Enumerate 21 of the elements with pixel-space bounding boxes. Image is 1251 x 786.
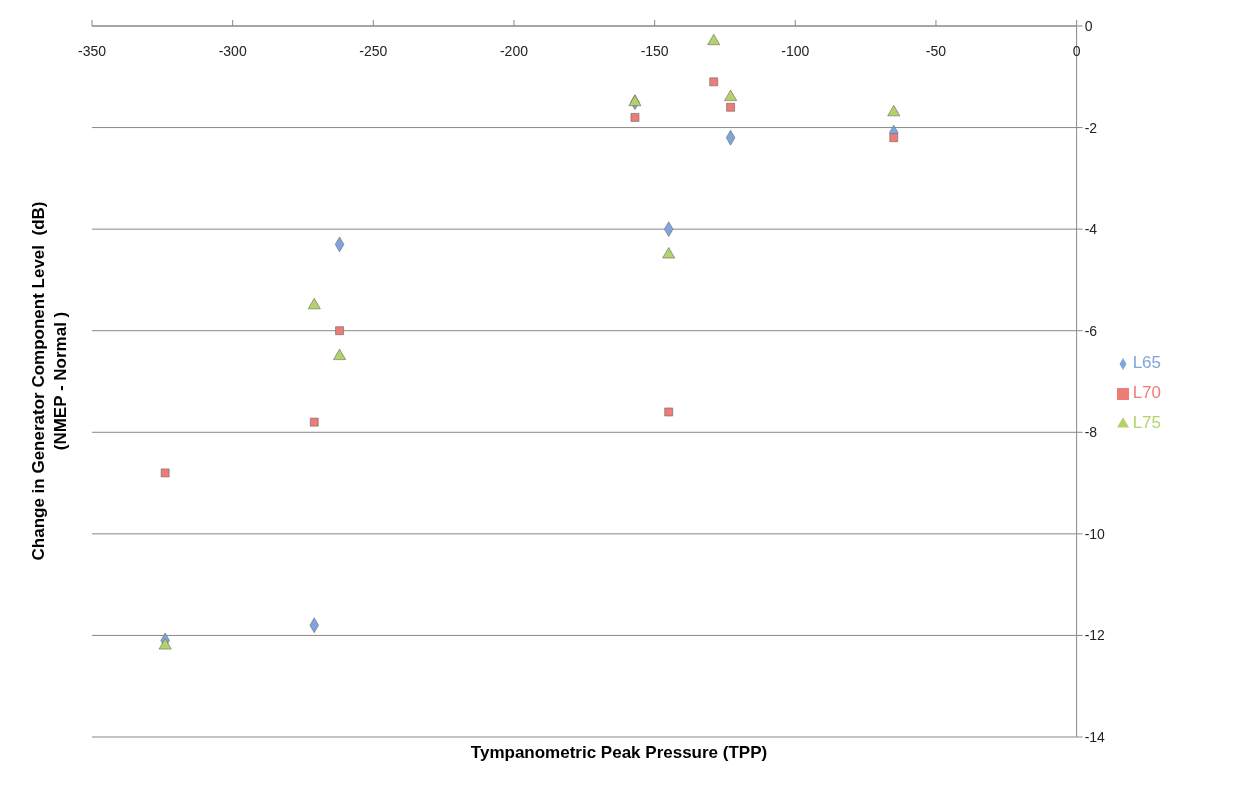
x-tick-label: -100 [781,43,810,59]
y-axis-title: Change in Generator Component Level (dB) (NMEP - Normal ) [28,200,71,563]
y-tick-label: -12 [1084,627,1106,644]
x-tick-label: -200 [499,43,529,59]
x-tick-label: -250 [359,43,388,59]
legend-label: L65 [1132,353,1161,372]
x-tick-label: -50 [925,43,947,59]
legend-label: L75 [1132,413,1161,432]
legend-label: L70 [1132,383,1161,402]
x-tick-label: -350 [77,43,107,59]
y-tick-label: -6 [1084,322,1098,339]
y-tick-label: 0 [1084,17,1093,34]
y-tick-label: -14 [1084,728,1106,745]
y-tick-label: -8 [1084,424,1098,441]
x-tick-label: 0 [1072,43,1081,59]
y-tick-label: -10 [1084,525,1106,542]
y-tick-label: -4 [1084,221,1098,238]
y-tick-label: -2 [1084,119,1098,136]
x-tick-label: -300 [218,43,247,59]
x-axis-title: Tympanometric Peak Pressure (TPP) [469,743,769,763]
x-tick-label: -150 [640,43,669,59]
